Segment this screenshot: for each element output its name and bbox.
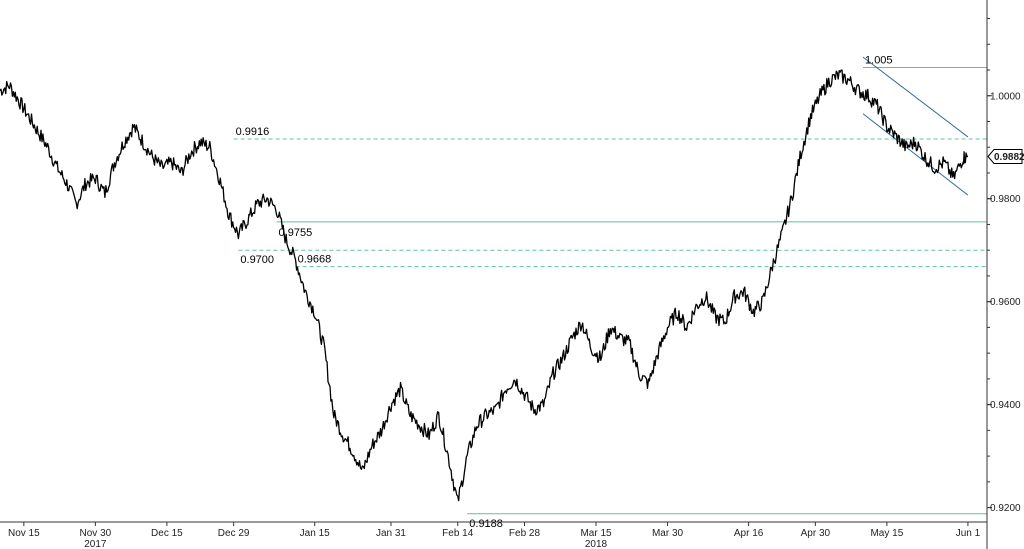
channel-line-1 (862, 113, 969, 196)
x-tick-label-1: Nov 30 (80, 528, 112, 539)
y-tick-label-0: 0.9200 (990, 503, 1021, 514)
x-tick-label-2: Dec 15 (151, 528, 183, 539)
y-axis: 0.9200 0.9400 0.9600 0.9800 1.0000 0.9882 (986, 0, 1024, 549)
x-tick-label-3: Dec 29 (218, 528, 250, 539)
annotation-label-3: 0.9700 (240, 254, 274, 266)
x-tick-label-0: Nov 15 (8, 528, 40, 539)
x-year-label-1: 2018 (585, 539, 608, 549)
price-annotations: 1.005 0.9916 0.9755 0.9700 0.9668 0.9188 (236, 54, 893, 529)
x-tick-label-9: Mar 30 (652, 528, 684, 539)
annotation-label-4: 0.9668 (298, 254, 332, 266)
x-tick-label-10: Apr 16 (734, 528, 764, 539)
y-tick-label-1: 0.9400 (990, 400, 1021, 411)
price-series (0, 69, 969, 502)
x-year-label-0: 2017 (84, 539, 107, 549)
annotation-label-1: 0.9916 (236, 126, 270, 138)
x-tick-label-11: Apr 30 (801, 528, 831, 539)
y-tick-label-4: 1.0000 (990, 91, 1021, 102)
x-axis: Nov 15 Nov 30 Dec 15 Dec 29 Jan 15 Jan 31 Feb … (0, 521, 987, 549)
x-tick-label-4: Jan 15 (300, 528, 330, 539)
x-tick-label-8: Mar 15 (580, 528, 612, 539)
y-tick-label-2: 0.9600 (990, 297, 1021, 308)
last-price-label: 0.9882 (994, 152, 1024, 163)
channel-line-0 (862, 56, 969, 138)
trend-channel (862, 56, 969, 196)
x-tick-label-6: Feb 14 (442, 528, 474, 539)
x-tick-label-13: Jun 1 (956, 528, 981, 539)
y-tick-label-3: 0.9800 (990, 194, 1021, 205)
last-price-marker (987, 148, 1023, 164)
support-resistance-levels (233, 66, 987, 515)
x-tick-label-5: Jan 31 (376, 528, 406, 539)
annotation-label-0: 1.005 (865, 54, 893, 66)
annotation-label-5: 0.9188 (469, 518, 503, 530)
price-line (0, 69, 969, 502)
annotation-label-2: 0.9755 (279, 227, 313, 239)
x-tick-label-7: Feb 28 (509, 528, 541, 539)
x-tick-label-12: May 15 (870, 528, 903, 539)
